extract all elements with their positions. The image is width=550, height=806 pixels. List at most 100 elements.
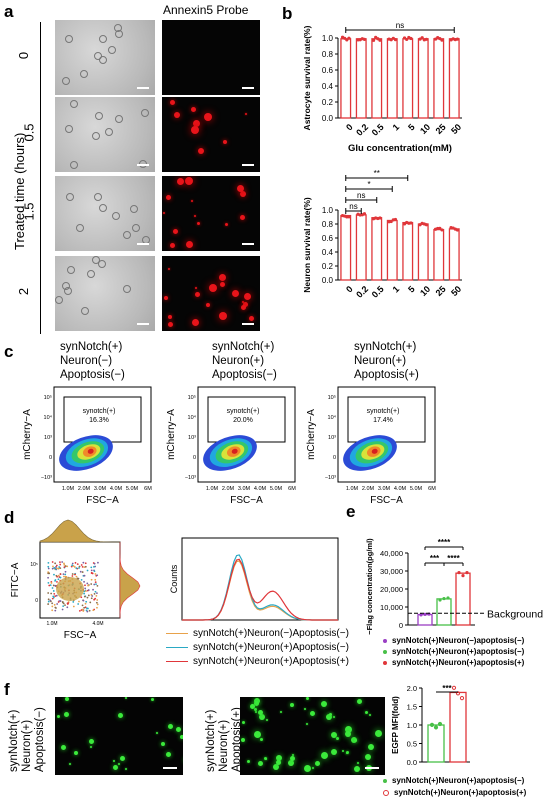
scatter-point (89, 601, 92, 604)
bar (417, 38, 429, 119)
x-tick-label: 3.0M (378, 486, 391, 492)
flow-title-line: Apoptosis(+) (354, 369, 419, 381)
egfp-signal (259, 714, 265, 720)
scatter-point (96, 606, 98, 609)
egfp-signal (321, 701, 327, 707)
scatter-point (74, 561, 77, 564)
cell-body (132, 224, 140, 232)
scatter-density (56, 577, 84, 601)
time-point-label: 2 (16, 287, 32, 296)
egfp-signal (306, 697, 309, 700)
x-tick-label: 6M (288, 486, 296, 492)
egfp-signal (266, 719, 268, 721)
scatter-point (64, 565, 67, 567)
scatter-point (71, 575, 74, 577)
cell-body (99, 35, 107, 43)
flow-title-line: Apoptosis(−) (212, 369, 277, 381)
bar (386, 38, 398, 119)
panel-label-c: c (4, 342, 14, 361)
x-tick-label: 1 (391, 284, 402, 295)
annexin-signal (240, 191, 246, 197)
scatter-point (81, 604, 84, 607)
egfp-signal (161, 742, 165, 746)
data-point (393, 217, 398, 222)
cell-body (92, 256, 100, 264)
x-tick-label: 0.2 (354, 122, 370, 138)
legend-entry: synNotch(+)Neuron(−)apoptosis(−) (383, 636, 524, 645)
significance-label: *** (442, 684, 452, 693)
scatter-point (93, 570, 96, 573)
scatter-point (53, 566, 56, 569)
scatter-point (56, 603, 59, 605)
bar (355, 38, 367, 119)
scatter-point (90, 569, 93, 572)
annexin-signal (191, 200, 193, 202)
right-histogram (119, 542, 141, 619)
x-tick-label: 5.0M (270, 486, 283, 492)
egfp-signal (357, 699, 362, 704)
scatter-point (84, 584, 86, 587)
egfp-signal (156, 732, 158, 734)
annexin-signal (195, 287, 197, 289)
scatter-point (62, 573, 65, 576)
scatter-point (57, 601, 60, 603)
data-point (409, 36, 413, 41)
annexin-signal (170, 243, 175, 248)
egfp-signal (288, 760, 294, 766)
annexin-signal (191, 126, 199, 134)
bar (340, 38, 352, 119)
flow-title-line: synNotch(+) (60, 341, 123, 353)
flow-title-line: Neuron(+) (354, 355, 407, 367)
cell-body (130, 205, 138, 213)
top-histogram (39, 519, 121, 543)
time-point-label: 0 (16, 51, 32, 60)
egfp-signal (346, 752, 348, 754)
y-tick-label: 0.0 (407, 758, 417, 767)
annexin-signal (174, 112, 180, 118)
scatter-point (90, 572, 93, 575)
gate-value: 16.3% (89, 417, 109, 424)
x-tick-label: 5 (406, 122, 417, 133)
scatter-point (92, 609, 95, 612)
data-point (438, 598, 442, 602)
scatter-point (94, 581, 97, 584)
egfp-signal (89, 739, 94, 744)
x-axis-label: FSC−A (370, 495, 403, 506)
data-point (409, 221, 413, 225)
annexin-signal (225, 223, 228, 226)
data-point (429, 722, 435, 727)
egfp-signal (276, 760, 281, 765)
annexin-signal (168, 322, 173, 327)
x-tick-label: 50 (449, 122, 463, 136)
y-tick-label: 1.0 (407, 721, 417, 730)
scatter-point (63, 566, 66, 568)
scatter-point (86, 607, 88, 610)
data-point (457, 571, 461, 575)
annexin-signal (194, 215, 196, 217)
egfp-signal (375, 730, 382, 737)
scatter-point (47, 581, 50, 584)
x-tick-label: 2.0M (222, 486, 235, 492)
legend-marker (383, 649, 387, 654)
scale-bar (365, 767, 379, 769)
cell-body (67, 266, 75, 274)
scatter-point (55, 565, 57, 568)
gate-label: synotch(+) (367, 408, 400, 415)
x-tick-label: 2.0M (78, 486, 91, 492)
scatter-point (80, 578, 83, 581)
annexin-signal (220, 282, 225, 287)
cell-body (76, 224, 84, 232)
egfp-signal (74, 751, 78, 755)
data-point (362, 212, 367, 216)
x-tick-label: 4.0M (254, 486, 267, 492)
legend-label: synNotch(+)Neuron(−)Apoptosis(−) (193, 628, 349, 639)
significance-label: ns (349, 202, 357, 211)
scatter-point (53, 592, 56, 595)
egfp-signal (250, 704, 255, 709)
y-axis-label: mCherry−A (22, 409, 33, 460)
egfp-signal (168, 724, 173, 729)
scatter-point (62, 605, 65, 608)
x-tick-label: 25 (434, 284, 448, 298)
egfp-signal (265, 758, 267, 760)
annexin-signal (186, 241, 193, 248)
